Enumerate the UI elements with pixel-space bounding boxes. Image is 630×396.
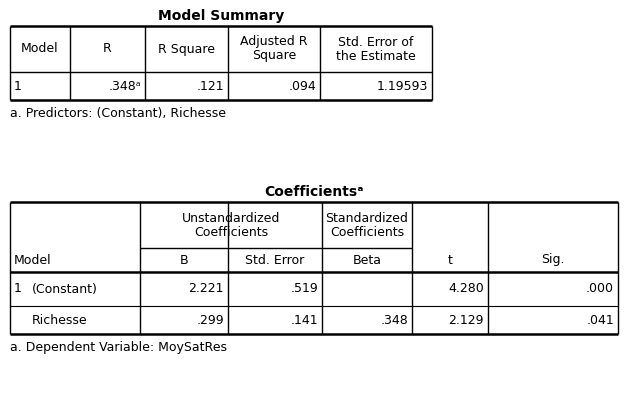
Text: .141: .141 <box>290 314 318 326</box>
Text: Model: Model <box>14 253 52 267</box>
Text: Richesse: Richesse <box>32 314 88 326</box>
Text: 2.129: 2.129 <box>449 314 484 326</box>
Text: the Estimate: the Estimate <box>336 50 416 63</box>
Text: 4.280: 4.280 <box>449 282 484 295</box>
Text: Square: Square <box>252 50 296 63</box>
Text: Std. Error of: Std. Error of <box>338 36 414 48</box>
Text: 1: 1 <box>14 80 22 93</box>
Text: .041: .041 <box>587 314 614 326</box>
Text: R: R <box>103 42 112 55</box>
Text: 2.221: 2.221 <box>188 282 224 295</box>
Text: Std. Error: Std. Error <box>245 253 305 267</box>
Text: .519: .519 <box>290 282 318 295</box>
Text: B: B <box>180 253 188 267</box>
Text: .121: .121 <box>197 80 224 93</box>
Text: .299: .299 <box>197 314 224 326</box>
Text: 1.19593: 1.19593 <box>377 80 428 93</box>
Text: Coefficients: Coefficients <box>194 225 268 238</box>
Text: Adjusted R: Adjusted R <box>240 36 307 48</box>
Text: R Square: R Square <box>158 42 215 55</box>
Text: .094: .094 <box>289 80 316 93</box>
Text: .348: .348 <box>381 314 408 326</box>
Text: a. Predictors: (Constant), Richesse: a. Predictors: (Constant), Richesse <box>10 107 226 120</box>
Text: Coefficientsᵃ: Coefficientsᵃ <box>264 185 364 199</box>
Text: Coefficients: Coefficients <box>330 225 404 238</box>
Text: a. Dependent Variable: MoySatRes: a. Dependent Variable: MoySatRes <box>10 341 227 354</box>
Text: Model Summary: Model Summary <box>158 9 284 23</box>
Text: .348ᵃ: .348ᵃ <box>108 80 141 93</box>
Text: (Constant): (Constant) <box>32 282 98 295</box>
Text: .000: .000 <box>586 282 614 295</box>
Text: 1: 1 <box>14 282 22 295</box>
Text: Standardized: Standardized <box>326 211 408 225</box>
Text: Sig.: Sig. <box>541 253 564 267</box>
Text: Unstandardized: Unstandardized <box>182 211 280 225</box>
Text: t: t <box>447 253 452 267</box>
Text: Model: Model <box>21 42 59 55</box>
Text: Beta: Beta <box>353 253 382 267</box>
